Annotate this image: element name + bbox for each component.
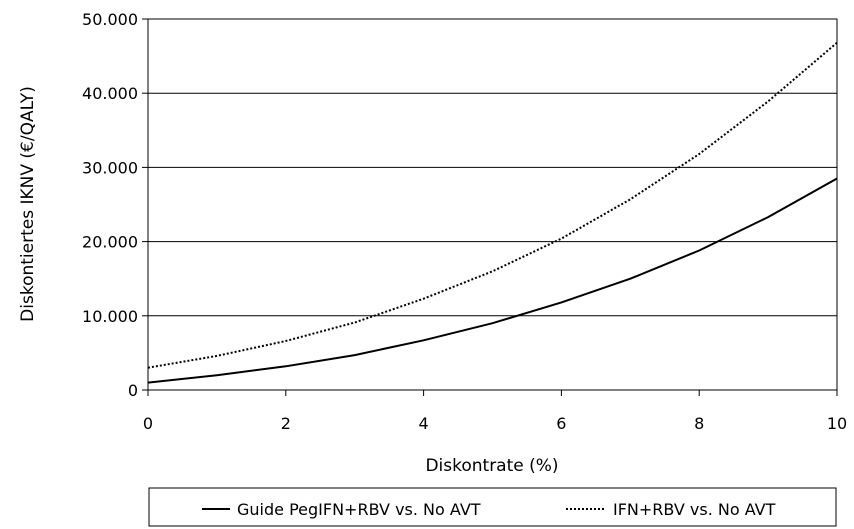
x-tick-label-1: 2	[281, 414, 291, 433]
y-tick-label-3: 30.000	[82, 158, 138, 177]
x-axis-title: Diskontrate (%)	[425, 456, 558, 476]
series-line-2	[147, 41, 838, 369]
y-tick-label-5: 50.000	[82, 10, 138, 29]
x-tick-label-3: 6	[556, 414, 566, 433]
y-axis-title: Diskontiertes IKNV (€/QALY)	[18, 86, 38, 322]
legend-label-series-2: IFN+RBV vs. No AVT	[613, 500, 776, 519]
gridlines	[148, 92, 837, 317]
y-tick-label-4: 40.000	[82, 84, 138, 103]
x-tick-label-0: 0	[143, 414, 153, 433]
legend: Guide PegIFN+RBV vs. No AVT IFN+RBV vs. …	[148, 487, 837, 527]
x-tick-label-5: 10	[827, 414, 847, 433]
y-tick-label-2: 20.000	[82, 233, 138, 252]
series-lines	[147, 41, 838, 384]
y-tick-label-0: 0	[128, 381, 138, 400]
legend-frame	[148, 487, 837, 527]
x-tick-label-4: 8	[694, 414, 704, 433]
axes: 0 10.000 20.000 30.000 40.000 50.000 0 2 4 6 8 10	[82, 10, 847, 433]
x-tick-label-2: 4	[419, 414, 429, 433]
y-tick-label-1: 10.000	[82, 307, 138, 326]
plot-area-frame	[147, 18, 838, 391]
legend-label-series-1: Guide PegIFN+RBV vs. No AVT	[237, 500, 481, 519]
series-line-1	[147, 177, 838, 384]
